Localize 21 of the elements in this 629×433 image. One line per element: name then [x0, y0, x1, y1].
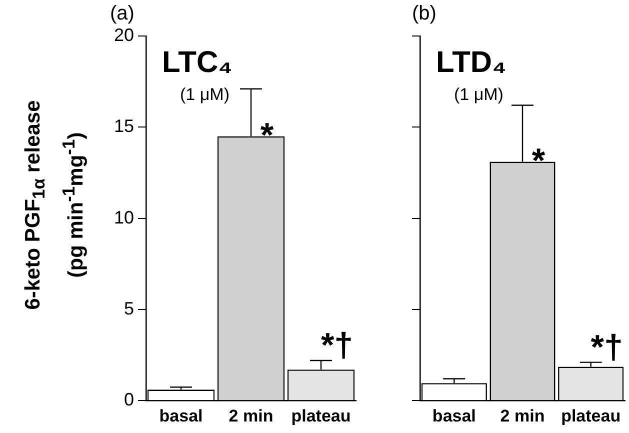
y-tick-label: 0 — [124, 390, 134, 410]
annotation: * — [260, 116, 274, 154]
x-tick-label: plateau — [561, 406, 621, 426]
annotation: *† — [320, 326, 354, 364]
y-tick-label: 10 — [114, 207, 134, 228]
annotation: LTD₄ — [436, 46, 506, 79]
y-tick-label: 20 — [114, 24, 134, 45]
x-tick-label: plateau — [291, 406, 351, 426]
chart-title: (b) — [412, 2, 436, 25]
x-tick-label: basal — [432, 406, 476, 426]
annotation: (1 μM) — [180, 85, 230, 104]
x-tick-label: basal — [159, 406, 203, 426]
y-tick-label: 5 — [124, 298, 134, 318]
x-tick-label: 2 min — [500, 406, 545, 426]
x-tick-label: 2 min — [228, 406, 274, 426]
y-tick-label: 15 — [114, 116, 134, 136]
annotation: * — [532, 142, 546, 180]
chart-title: (a) — [110, 2, 134, 25]
annotation: LTC₄ — [162, 46, 232, 79]
annotation: *† — [590, 328, 623, 366]
annotation: (1 μM) — [454, 85, 504, 104]
